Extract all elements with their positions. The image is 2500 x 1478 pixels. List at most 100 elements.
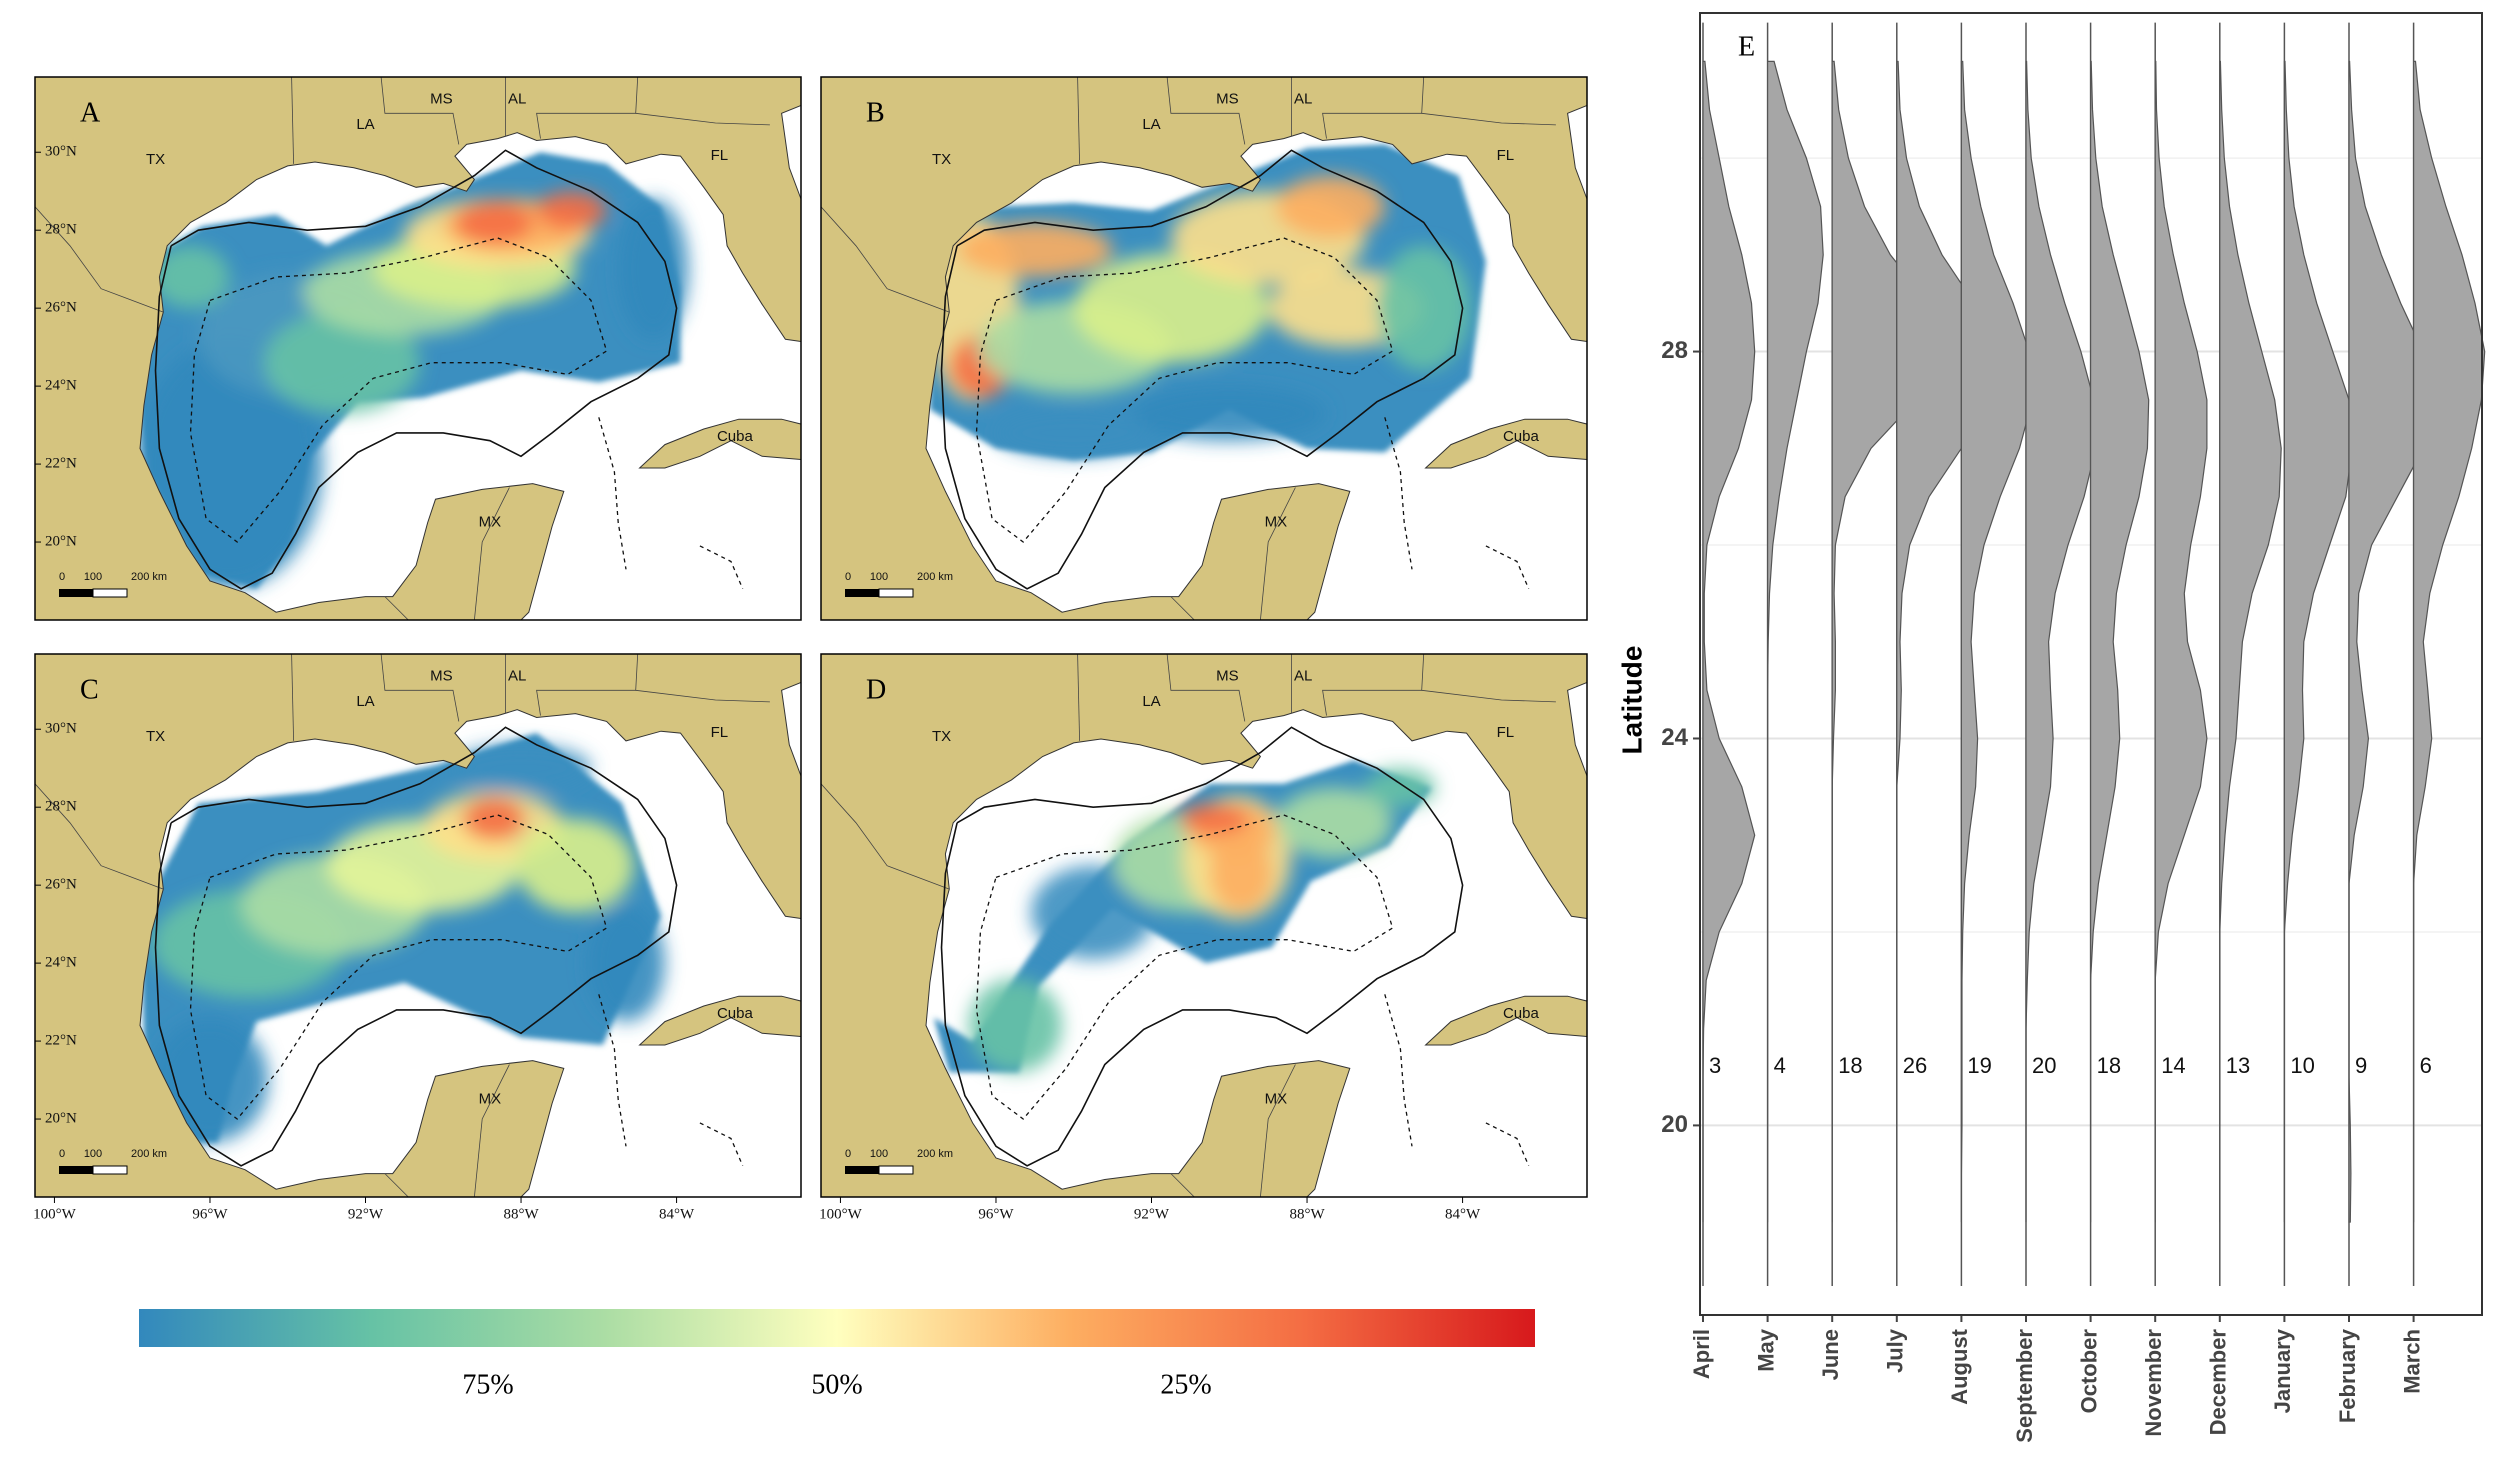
heat-blob: [1132, 386, 1327, 441]
heat-blob: [151, 245, 230, 309]
heat: [968, 768, 1436, 1073]
heat-blob: [536, 191, 607, 231]
count-label: 18: [2097, 1053, 2121, 1078]
contour-dashed: [1384, 994, 1413, 1147]
border: [380, 654, 460, 722]
land: [35, 654, 801, 1197]
count-label: 10: [2290, 1053, 2314, 1078]
x-tick-label: January: [2270, 1328, 2295, 1413]
contour-dashed: [598, 417, 627, 570]
x-tick-label: August: [1947, 1328, 1972, 1404]
border: [1421, 112, 1556, 126]
border: [1260, 487, 1296, 620]
x-tick-label: 100°W: [33, 1206, 76, 1222]
land-cuba: [1424, 995, 1587, 1046]
scale-bar-black: [59, 1166, 93, 1174]
heat: [925, 175, 1471, 457]
scale-bar-black: [845, 589, 879, 597]
border: [635, 112, 770, 126]
heat-blob: [517, 818, 634, 913]
land-cuba: [638, 995, 801, 1046]
scale-bar-label: 0: [59, 571, 65, 583]
ridge: [1960, 60, 2034, 1223]
place-label: TX: [932, 728, 951, 745]
y-tick-label: 28: [1661, 337, 1688, 364]
heat-blob: [587, 904, 665, 1022]
place-label: Cuba: [1503, 428, 1540, 445]
x-tick-label: October: [2076, 1329, 2101, 1414]
contour-dashed: [699, 1122, 744, 1167]
heat-blob: [968, 978, 1063, 1073]
map-frame: [34, 76, 802, 621]
y-axis-label: Latitude: [1616, 646, 1647, 755]
y-tick-label: 22°N: [45, 1033, 77, 1049]
heat-blob: [1365, 768, 1436, 808]
count-label: 4: [1774, 1053, 1786, 1078]
place-label: Cuba: [717, 1005, 754, 1022]
contour-dashed: [598, 994, 627, 1147]
ridge: [2219, 60, 2282, 1223]
x-tick-label: 88°W: [503, 1206, 539, 1222]
border: [1077, 77, 1080, 164]
contour-dashed: [1384, 417, 1413, 570]
border: [291, 77, 294, 164]
panel-label: C: [80, 674, 99, 705]
ridge: [2283, 60, 2353, 1223]
x-tick-label: 92°W: [1134, 1206, 1170, 1222]
place-label: TX: [146, 151, 165, 168]
count-label: 14: [2161, 1053, 2185, 1078]
map-panel: TX LA MS AL FL Cuba MX 0 100 200 km A: [35, 77, 801, 620]
x-tick-label: November: [2141, 1329, 2166, 1437]
x-tick-label: December: [2206, 1329, 2231, 1436]
land: [821, 654, 1587, 1197]
heat: [151, 744, 665, 1143]
scale-bar-label: 100: [870, 571, 888, 583]
land-cuba: [638, 418, 801, 469]
x-tick-label: April: [1689, 1329, 1714, 1379]
border: [1322, 77, 1425, 139]
y-tick-label: 24°N: [45, 378, 77, 394]
place-label: MX: [1265, 1091, 1288, 1108]
x-tick-label: 92°W: [348, 1206, 384, 1222]
panel-label: B: [866, 97, 885, 128]
colorbar-tick-label: 25%: [1160, 1369, 1211, 1400]
place-label: MX: [479, 1091, 502, 1108]
place-label: MX: [479, 514, 502, 531]
y-tick-label: 26°N: [45, 877, 77, 893]
border: [1322, 654, 1425, 716]
x-tick-label: 88°W: [1289, 1206, 1325, 1222]
place-label: Cuba: [1503, 1005, 1540, 1022]
border: [1077, 654, 1080, 741]
panel-label: D: [866, 674, 886, 705]
contour-dashed: [189, 237, 608, 543]
count-label: 6: [2420, 1053, 2432, 1078]
place-label: LA: [356, 693, 374, 710]
border: [635, 689, 770, 703]
x-tick-label: 84°W: [659, 1206, 695, 1222]
heat-blob: [1209, 834, 1273, 913]
y-tick-label: 20: [1661, 1111, 1688, 1138]
map-panel: TX LA MS AL FL Cuba MX 0 100 200 km C: [35, 654, 801, 1197]
place-label: FL: [711, 724, 729, 741]
scale-bar-label: 0: [59, 1148, 65, 1160]
land: [821, 77, 1587, 620]
border: [821, 783, 950, 890]
colorbar-tick-label: 50%: [811, 1369, 862, 1400]
contour-dashed: [975, 237, 1394, 543]
border: [291, 654, 294, 741]
ridge: [2025, 60, 2097, 1223]
heat-blob: [454, 200, 533, 244]
border: [536, 77, 639, 139]
heat-blob: [1030, 865, 1156, 960]
panel-label: A: [80, 97, 101, 128]
contour-dashed: [975, 814, 1394, 1120]
ridge: [2348, 60, 2434, 1223]
x-tick-label: June: [1818, 1329, 1843, 1380]
y-tick-label: 20°N: [45, 1110, 77, 1126]
map-frame: [34, 653, 802, 1198]
x-tick-label: September: [2012, 1329, 2037, 1443]
place-label: LA: [1142, 693, 1160, 710]
ridge: [2090, 60, 2150, 1223]
place-label: FL: [1497, 724, 1515, 741]
scale-bar-label: 200 km: [131, 1148, 167, 1160]
